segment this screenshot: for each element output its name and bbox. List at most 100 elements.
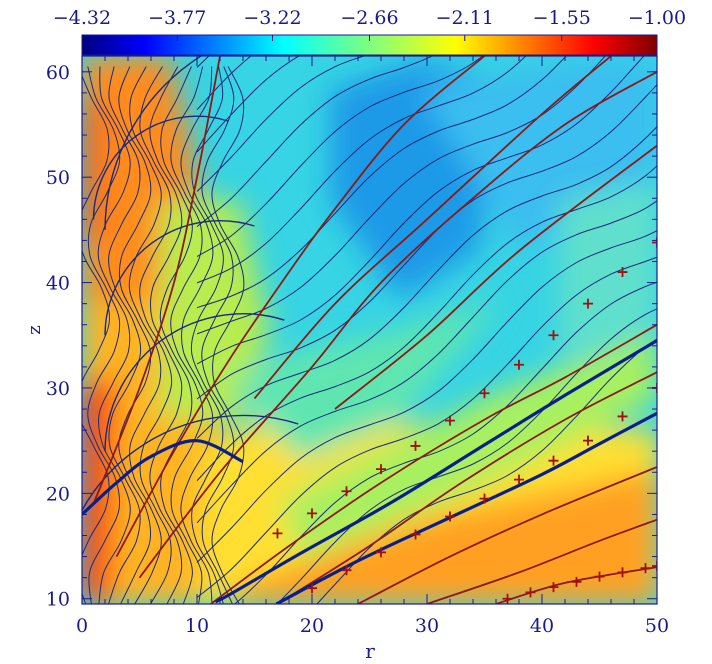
y-tick-label: 20 <box>46 483 70 505</box>
shock-line <box>214 339 657 604</box>
contour-line <box>196 56 300 153</box>
plus-marker <box>272 528 283 539</box>
x-tick-label: 10 <box>185 615 209 637</box>
field-line <box>138 71 657 579</box>
plus-marker <box>583 298 593 309</box>
y-tick-label: 40 <box>46 273 70 295</box>
plus-marker <box>376 547 386 558</box>
plus-marker <box>548 455 559 466</box>
contour-line <box>196 125 657 439</box>
density-contours <box>82 56 657 604</box>
contour-line <box>128 66 162 604</box>
y-axis-ticks: 10 20 30 40 50 60 <box>46 62 657 611</box>
magnetic-field-lines <box>92 56 657 604</box>
x-tick-label: 30 <box>415 615 439 637</box>
field-line <box>92 56 221 505</box>
x-axis-ticks: 0 10 20 30 40 50 <box>76 56 669 637</box>
plus-marker <box>617 267 628 278</box>
contour-line <box>316 338 657 604</box>
markers <box>272 237 657 604</box>
plus-marker <box>445 415 455 426</box>
contour-line <box>159 66 193 604</box>
plus-marker <box>617 567 628 578</box>
contour-line <box>139 66 173 604</box>
contour-arc <box>104 56 203 230</box>
plus-marker <box>525 587 536 598</box>
contour-line <box>196 56 606 335</box>
plus-marker <box>514 474 524 485</box>
plot-area <box>82 56 657 604</box>
y-tick-label: 50 <box>46 167 70 189</box>
plus-marker <box>445 511 455 522</box>
field-line <box>426 518 657 604</box>
contour-line <box>87 66 121 604</box>
contour-line <box>196 56 366 192</box>
colorbar-tick-label: −2.66 <box>340 7 398 29</box>
contour-line <box>201 66 235 604</box>
y-axis-label: z <box>24 325 45 334</box>
contour-line <box>149 66 183 604</box>
plus-marker <box>502 593 513 604</box>
field-line <box>210 323 657 604</box>
x-tick-label: 0 <box>76 615 88 637</box>
field-line <box>334 144 657 410</box>
x-tick-label: 50 <box>645 615 669 637</box>
contour-line <box>196 256 657 598</box>
x-axis-label: r <box>365 639 375 663</box>
plus-marker <box>514 359 524 370</box>
field-line <box>253 56 612 400</box>
contour-line <box>211 66 245 604</box>
plus-marker <box>479 493 490 504</box>
x-tick-label: 40 <box>530 615 554 637</box>
field-line <box>277 371 657 604</box>
colorbar: −4.32 −3.77 −3.22 −2.66 −2.11 −1.55 −1.00 <box>53 7 686 56</box>
y-tick-label: 30 <box>46 378 70 400</box>
contour-line <box>97 66 131 604</box>
contour-line <box>170 66 204 604</box>
colorbar-tick-label: −1.00 <box>628 7 686 29</box>
contour-arc <box>104 220 255 336</box>
contour-line <box>196 56 434 227</box>
colorbar-ticks: −4.32 −3.77 −3.22 −2.66 −2.11 −1.55 −1.00 <box>53 7 686 41</box>
contour-line <box>196 56 527 284</box>
contour-line <box>180 66 214 604</box>
plus-marker <box>341 486 352 497</box>
plus-marker <box>548 582 559 593</box>
field-line <box>357 466 657 604</box>
contour-line <box>118 66 152 604</box>
contour-arc <box>82 414 299 512</box>
shock-line <box>82 439 244 516</box>
colorbar-tick-label: −3.77 <box>148 7 206 29</box>
plot-frame <box>81 55 658 605</box>
plus-marker <box>617 411 628 422</box>
y-tick-label: 60 <box>46 62 70 84</box>
colorbar-tick-label: −4.32 <box>53 7 111 29</box>
plus-marker <box>410 529 421 540</box>
contour-line <box>233 281 657 604</box>
plus-marker <box>341 565 352 576</box>
contour-line <box>196 56 567 309</box>
contour-arc <box>104 313 285 452</box>
plus-marker <box>548 330 559 341</box>
plus-marker <box>652 561 657 572</box>
contour-line <box>190 66 224 604</box>
colorbar-tick-label: −3.22 <box>243 7 301 29</box>
colorbar-tick-label: −2.11 <box>436 7 494 29</box>
contour-line <box>196 165 657 482</box>
colorbar-tick-label: −1.55 <box>533 7 591 29</box>
plus-marker <box>376 464 386 475</box>
plus-marker <box>652 237 657 248</box>
plus-marker <box>640 563 651 574</box>
y-tick-label: 10 <box>46 589 70 611</box>
contour-line <box>196 56 484 258</box>
plus-marker <box>479 388 490 399</box>
contour-line <box>196 230 657 563</box>
x-tick-label: 20 <box>300 615 324 637</box>
contour-arc <box>92 115 229 220</box>
plus-marker <box>307 508 317 519</box>
plus-marker <box>594 571 605 582</box>
field-line <box>115 56 486 558</box>
plus-marker <box>583 435 593 446</box>
contour-line <box>196 200 657 524</box>
